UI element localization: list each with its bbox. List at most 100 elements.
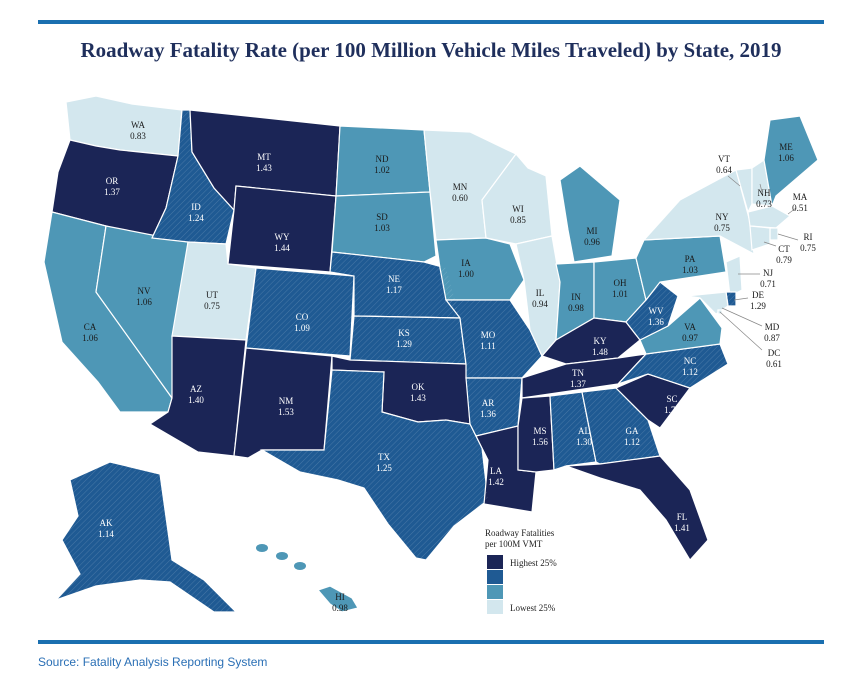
- state-value-md: 0.87: [764, 333, 780, 343]
- state-label-in: IN: [571, 292, 581, 302]
- state-value-mi: 0.96: [584, 237, 600, 247]
- state-value-wy: 1.44: [274, 243, 290, 253]
- state-label-ok: OK: [412, 382, 425, 392]
- state-value-in: 0.98: [568, 303, 584, 313]
- hi-island: [276, 552, 288, 560]
- state-label-wi: WI: [512, 204, 524, 214]
- state-value-ny: 0.75: [714, 223, 730, 233]
- legend-label-lowest: Lowest 25%: [510, 603, 556, 613]
- state-label-ga: GA: [626, 426, 639, 436]
- state-value-ok: 1.43: [410, 393, 426, 403]
- state-value-ut: 0.75: [204, 301, 220, 311]
- state-value-id: 1.24: [188, 213, 204, 223]
- state-hatch-ga: [582, 388, 660, 464]
- state-label-ak: AK: [100, 518, 113, 528]
- bottom-rule: [38, 640, 824, 644]
- state-label-al: AL: [578, 426, 590, 436]
- legend-swatch-highest: [487, 555, 503, 569]
- state-label-tn: TN: [572, 368, 584, 378]
- hi-island: [294, 562, 306, 570]
- legend-title-line2: per 100M VMT: [485, 539, 543, 549]
- state-value-mt: 1.43: [256, 163, 272, 173]
- state-label-wa: WA: [131, 120, 145, 130]
- state-value-nj: 0.71: [760, 279, 776, 289]
- state-label-mt: MT: [257, 152, 271, 162]
- state-value-nm: 1.53: [278, 407, 294, 417]
- state-label-ny: NY: [716, 212, 729, 222]
- state-value-fl: 1.41: [674, 523, 690, 533]
- state-value-nv: 1.06: [136, 297, 152, 307]
- state-value-nh: 0.73: [756, 199, 772, 209]
- leader-line-md: [721, 307, 763, 327]
- state-hatch-ak: [56, 462, 236, 612]
- state-label-ia: IA: [461, 258, 471, 268]
- state-ma: [747, 205, 792, 229]
- state-hatch-al: [550, 392, 596, 470]
- state-hi: [316, 585, 359, 613]
- state-label-tx: TX: [378, 452, 390, 462]
- legend: Roadway Fatalities per 100M VMT Highest …: [485, 528, 557, 614]
- state-value-tx: 1.25: [376, 463, 392, 473]
- state-label-mi: MI: [587, 226, 598, 236]
- leader-line-ct: [763, 241, 777, 247]
- state-label-ct: CT: [778, 244, 790, 254]
- state-value-pa: 1.03: [682, 265, 698, 275]
- state-value-wv: 1.36: [648, 317, 664, 327]
- state-value-ar: 1.36: [480, 409, 496, 419]
- state-value-la: 1.42: [488, 477, 504, 487]
- state-mi: [559, 165, 621, 263]
- state-label-va: VA: [684, 322, 696, 332]
- state-value-ky: 1.48: [592, 347, 608, 357]
- state-value-sc: 1.73: [664, 405, 680, 415]
- state-value-vt: 0.64: [716, 165, 732, 175]
- source-note: Source: Fatality Analysis Reporting Syst…: [38, 655, 268, 669]
- state-value-az: 1.40: [188, 395, 204, 405]
- state-label-ut: UT: [206, 290, 218, 300]
- leader-line-ma: [787, 207, 797, 215]
- state-value-co: 1.09: [294, 323, 310, 333]
- state-label-ca: CA: [84, 322, 97, 332]
- state-hatch-ar: [466, 378, 522, 436]
- state-hatch-nc: [618, 344, 728, 388]
- state-value-ga: 1.12: [624, 437, 640, 447]
- state-label-ne: NE: [388, 274, 400, 284]
- state-label-fl: FL: [677, 512, 688, 522]
- state-hatch-wv: [626, 282, 678, 340]
- state-value-nc: 1.12: [682, 367, 698, 377]
- state-fl: [565, 455, 709, 562]
- state-hatch-ks: [350, 316, 466, 364]
- leader-line-dc: [719, 311, 763, 351]
- state-wy: [227, 185, 337, 273]
- state-label-id: ID: [191, 202, 201, 212]
- state-label-pa: PA: [685, 254, 696, 264]
- state-value-ma: 0.51: [792, 203, 808, 213]
- state-nj: [725, 255, 743, 297]
- state-label-ri: RI: [804, 232, 813, 242]
- state-value-sd: 1.03: [374, 223, 390, 233]
- state-hatch-de: [726, 292, 736, 306]
- state-label-la: LA: [490, 466, 502, 476]
- state-value-va: 0.97: [682, 333, 698, 343]
- state-ct: [749, 225, 771, 251]
- state-value-de: 1.29: [750, 301, 766, 311]
- state-label-ky: KY: [594, 336, 607, 346]
- state-hatch-tx: [262, 370, 488, 560]
- state-value-hi: 0.98: [332, 603, 348, 613]
- map-title: Roadway Fatality Rate (per 100 Million V…: [80, 38, 782, 62]
- state-hatch-id: [152, 110, 234, 244]
- legend-title-line1: Roadway Fatalities: [485, 528, 555, 538]
- state-label-md: MD: [765, 322, 780, 332]
- state-value-dc: 0.61: [766, 359, 782, 369]
- state-wi: [481, 153, 553, 245]
- state-value-or: 1.37: [104, 187, 120, 197]
- state-value-oh: 1.01: [612, 289, 628, 299]
- state-value-me: 1.06: [778, 153, 794, 163]
- leader-line-nh: [759, 183, 763, 193]
- state-label-hi: HI: [335, 592, 345, 602]
- state-label-or: OR: [106, 176, 119, 186]
- state-label-nh: NH: [758, 188, 771, 198]
- hi-island: [256, 544, 268, 552]
- state-ri: [769, 227, 779, 241]
- leader-line-de: [733, 297, 749, 301]
